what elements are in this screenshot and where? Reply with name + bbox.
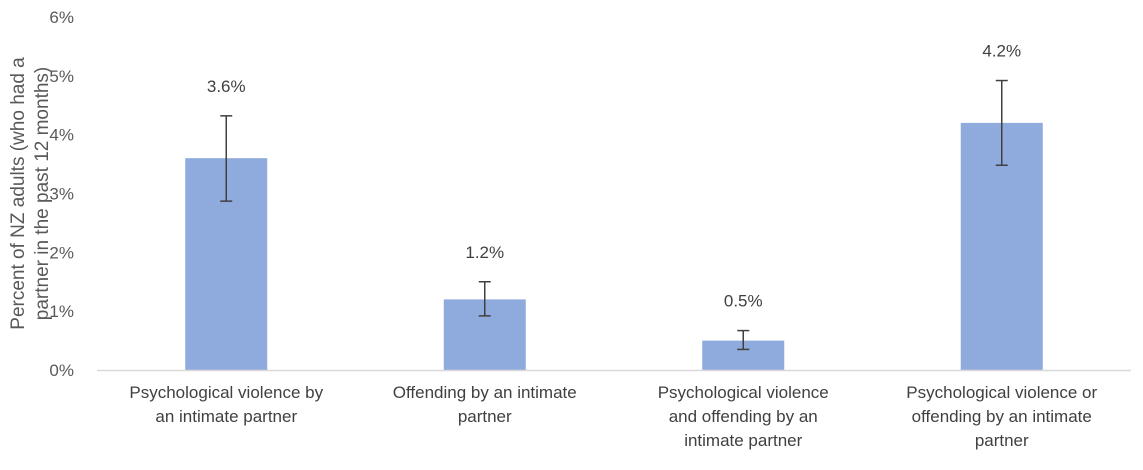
category-label-line: partner	[975, 431, 1029, 450]
y-tick-label: 4%	[49, 126, 74, 145]
y-tick-label: 3%	[49, 185, 74, 204]
y-axis-tick-labels: 0% 1% 2% 3% 4% 5% 6%	[49, 8, 74, 380]
bars	[185, 122, 1043, 371]
data-label: 0.5%	[724, 292, 763, 311]
y-tick-label: 0%	[49, 361, 74, 380]
y-tick-label: 1%	[49, 302, 74, 321]
y-tick-label: 2%	[49, 243, 74, 262]
data-label: 1.2%	[465, 243, 504, 262]
category-labels: Psychological violence by an intimate par…	[129, 383, 1097, 450]
data-label: 3.6%	[207, 77, 246, 96]
category-label-line: partner	[458, 407, 512, 426]
y-axis-title: Percent of NZ adults (who had a partner i…	[8, 57, 53, 330]
category-label-line: offending by an intimate	[912, 407, 1092, 426]
y-tick-label: 6%	[49, 8, 74, 27]
error-bars	[220, 79, 1008, 351]
category-label-line: intimate partner	[684, 431, 802, 450]
category-label-line: Offending by an intimate	[393, 383, 577, 402]
data-label: 4.2%	[982, 42, 1021, 61]
y-axis-title-line: partner in the past 12 months)	[32, 67, 53, 320]
y-axis-title-line: Percent of NZ adults (who had a	[8, 57, 29, 330]
y-tick-label: 5%	[49, 67, 74, 86]
category-label-line: Psychological violence or	[906, 383, 1097, 402]
data-labels: 3.6% 1.2% 0.5% 4.2%	[207, 42, 1021, 311]
category-label-line: Psychological violence	[658, 383, 829, 402]
category-label-line: Psychological violence by	[129, 383, 323, 402]
category-label-line: an intimate partner	[155, 407, 297, 426]
category-label-line: and offending by an	[669, 407, 818, 426]
